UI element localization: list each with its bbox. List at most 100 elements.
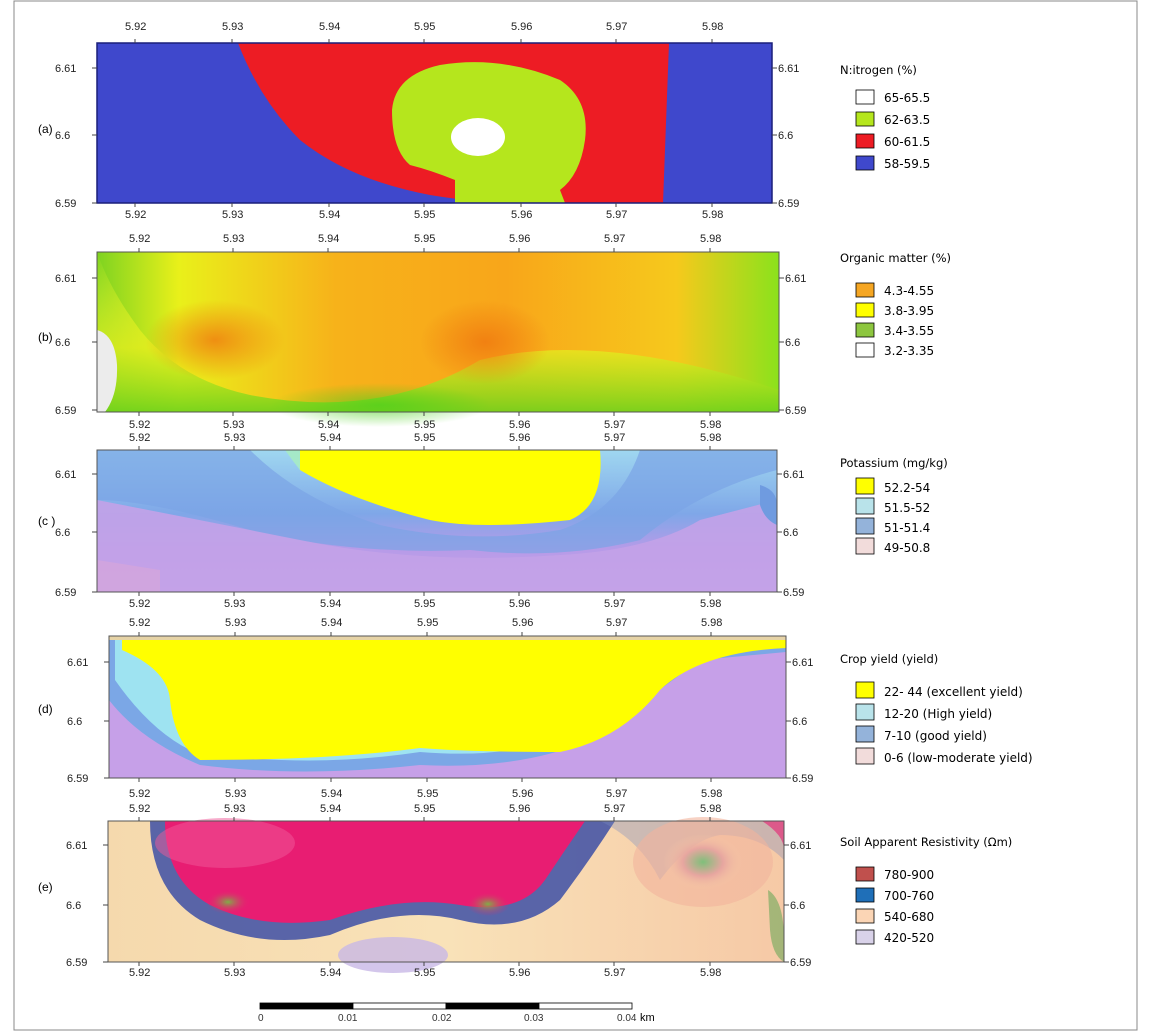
x-tick-top-e-6: 5.98 [700,803,721,815]
x-tick-top-d-3: 5.95 [417,617,438,629]
x-tick-top-c-0: 5.92 [129,432,150,444]
x-tick-bottom-a-3: 5.95 [414,209,435,221]
x-tick-top-c-1: 5.93 [224,432,245,444]
legend-label: 780-900 [884,868,934,882]
legend-swatch [855,477,875,495]
y-tick-left-c-0: 6.61 [55,469,76,481]
x-tick-bottom-e-2: 5.94 [320,967,341,979]
legend-label: 4.3-4.55 [884,284,934,298]
legend-label: 62-63.5 [884,113,930,127]
legend-label: 700-760 [884,889,934,903]
legend-swatch [855,155,875,171]
y-tick-right-c-0: 6.61 [783,469,804,481]
x-tick-bottom-a-4: 5.96 [511,209,532,221]
legend-potassium-title: Potassium (mg/kg) [840,456,948,470]
x-tick-top-d-1: 5.93 [225,617,246,629]
panel-d-label: (d) [38,702,53,716]
x-tick-bottom-a-2: 5.94 [319,209,340,221]
legend-nitrogen-title: N:itrogen (%) [840,63,917,77]
x-tick-bottom-d-2: 5.94 [321,788,342,800]
x-tick-top-b-3: 5.95 [414,233,435,245]
x-tick-top-d-4: 5.96 [512,617,533,629]
x-tick-top-a-4: 5.96 [511,21,532,33]
panel-c-map [96,449,778,593]
x-tick-bottom-b-3: 5.95 [414,419,435,431]
x-tick-bottom-e-4: 5.96 [509,967,530,979]
x-tick-bottom-e-3: 5.95 [414,967,435,979]
legend-label: 12-20 (High yield) [884,707,992,721]
y-tick-right-d-0: 6.61 [792,657,813,669]
x-tick-bottom-a-6: 5.98 [702,209,723,221]
y-tick-left-c-2: 6.59 [55,587,76,599]
legend-label: 52.2-54 [884,481,930,495]
panel-a-map [96,42,773,204]
x-tick-bottom-b-4: 5.96 [509,419,530,431]
panel-e-map [107,817,785,973]
x-tick-top-c-3: 5.95 [414,432,435,444]
legend-swatch [855,89,875,105]
x-tick-bottom-c-6: 5.98 [700,598,721,610]
scale-tick-4: 0.04 [617,1013,637,1024]
legend-swatch [855,908,875,924]
x-tick-bottom-b-5: 5.97 [604,419,625,431]
legend-label: 540-680 [884,910,934,924]
x-tick-top-d-5: 5.97 [606,617,627,629]
x-tick-top-a-1: 5.93 [222,21,243,33]
y-tick-right-a-0: 6.61 [778,63,799,75]
x-tick-bottom-b-6: 5.98 [700,419,721,431]
x-tick-top-e-4: 5.96 [509,803,530,815]
y-tick-left-a-0: 6.61 [55,63,76,75]
y-tick-right-e-1: 6.6 [790,900,805,912]
panel-b-map [96,251,780,427]
panel-d-ticks: 5.92 5.93 5.94 5.95 5.96 5.97 5.98 5.92 5.93 5.94… [67,617,813,800]
scale-tick-3: 0.03 [524,1013,544,1024]
x-tick-bottom-c-4: 5.96 [509,598,530,610]
legend-swatch [855,322,875,338]
legend-crop-yield-title: Crop yield (yield) [840,652,938,666]
scale-tick-0: 0 [258,1013,264,1024]
legend-label: 51-51.4 [884,521,930,535]
y-tick-left-c-1: 6.6 [55,527,70,539]
x-tick-top-e-1: 5.93 [224,803,245,815]
legend-label: 7-10 (good yield) [884,729,987,743]
legend-label: 49-50.8 [884,541,930,555]
x-tick-top-c-2: 5.94 [320,432,341,444]
panel-e-ticks: 5.92 5.93 5.94 5.95 5.96 5.97 5.98 5.92 5.93 5.94… [66,803,811,979]
x-tick-top-c-6: 5.98 [700,432,721,444]
y-tick-left-e-0: 6.61 [66,840,87,852]
y-tick-right-d-1: 6.6 [792,716,807,728]
y-tick-right-b-2: 6.59 [785,405,806,417]
legend-swatch [855,111,875,127]
legend-swatch [855,282,875,298]
legend-label: 3.8-3.95 [884,304,934,318]
legend-nitrogen: N:itrogen (%) 65-65.5 62-63.5 60-61.5 58-59… [840,63,930,171]
y-tick-right-b-0: 6.61 [785,273,806,285]
y-tick-left-e-2: 6.59 [66,957,87,969]
scale-tick-2: 0.02 [432,1013,452,1024]
panel-a-label: (a) [38,122,53,136]
legend-swatch [855,703,875,721]
y-tick-right-d-2: 6.59 [792,773,813,785]
panel-b-ticks: 5.92 5.93 5.94 5.95 5.96 5.97 5.98 5.92 5.93 5.94… [55,233,806,431]
x-tick-bottom-e-6: 5.98 [700,967,721,979]
x-tick-top-a-3: 5.95 [414,21,435,33]
x-tick-bottom-d-1: 5.93 [225,788,246,800]
y-tick-left-b-2: 6.59 [55,405,76,417]
y-tick-left-a-2: 6.59 [55,198,76,210]
x-tick-top-b-4: 5.96 [509,233,530,245]
x-tick-top-d-6: 5.98 [701,617,722,629]
x-tick-bottom-e-1: 5.93 [224,967,245,979]
legend-crop-yield: Crop yield (yield) 22- 44 (excellent yie… [840,652,1033,765]
x-tick-top-d-2: 5.94 [321,617,342,629]
y-tick-left-a-1: 6.6 [55,130,70,142]
legend-swatch [855,342,875,358]
scale-bar: 0 0.01 0.02 0.03 0.04 km [258,1002,655,1024]
legend-swatch [855,747,875,765]
panel-e-label: (e) [38,880,53,894]
x-tick-bottom-d-3: 5.95 [417,788,438,800]
y-tick-left-b-1: 6.6 [55,337,70,349]
x-tick-bottom-a-5: 5.97 [606,209,627,221]
x-tick-bottom-b-1: 5.93 [223,419,244,431]
x-tick-top-c-5: 5.97 [604,432,625,444]
